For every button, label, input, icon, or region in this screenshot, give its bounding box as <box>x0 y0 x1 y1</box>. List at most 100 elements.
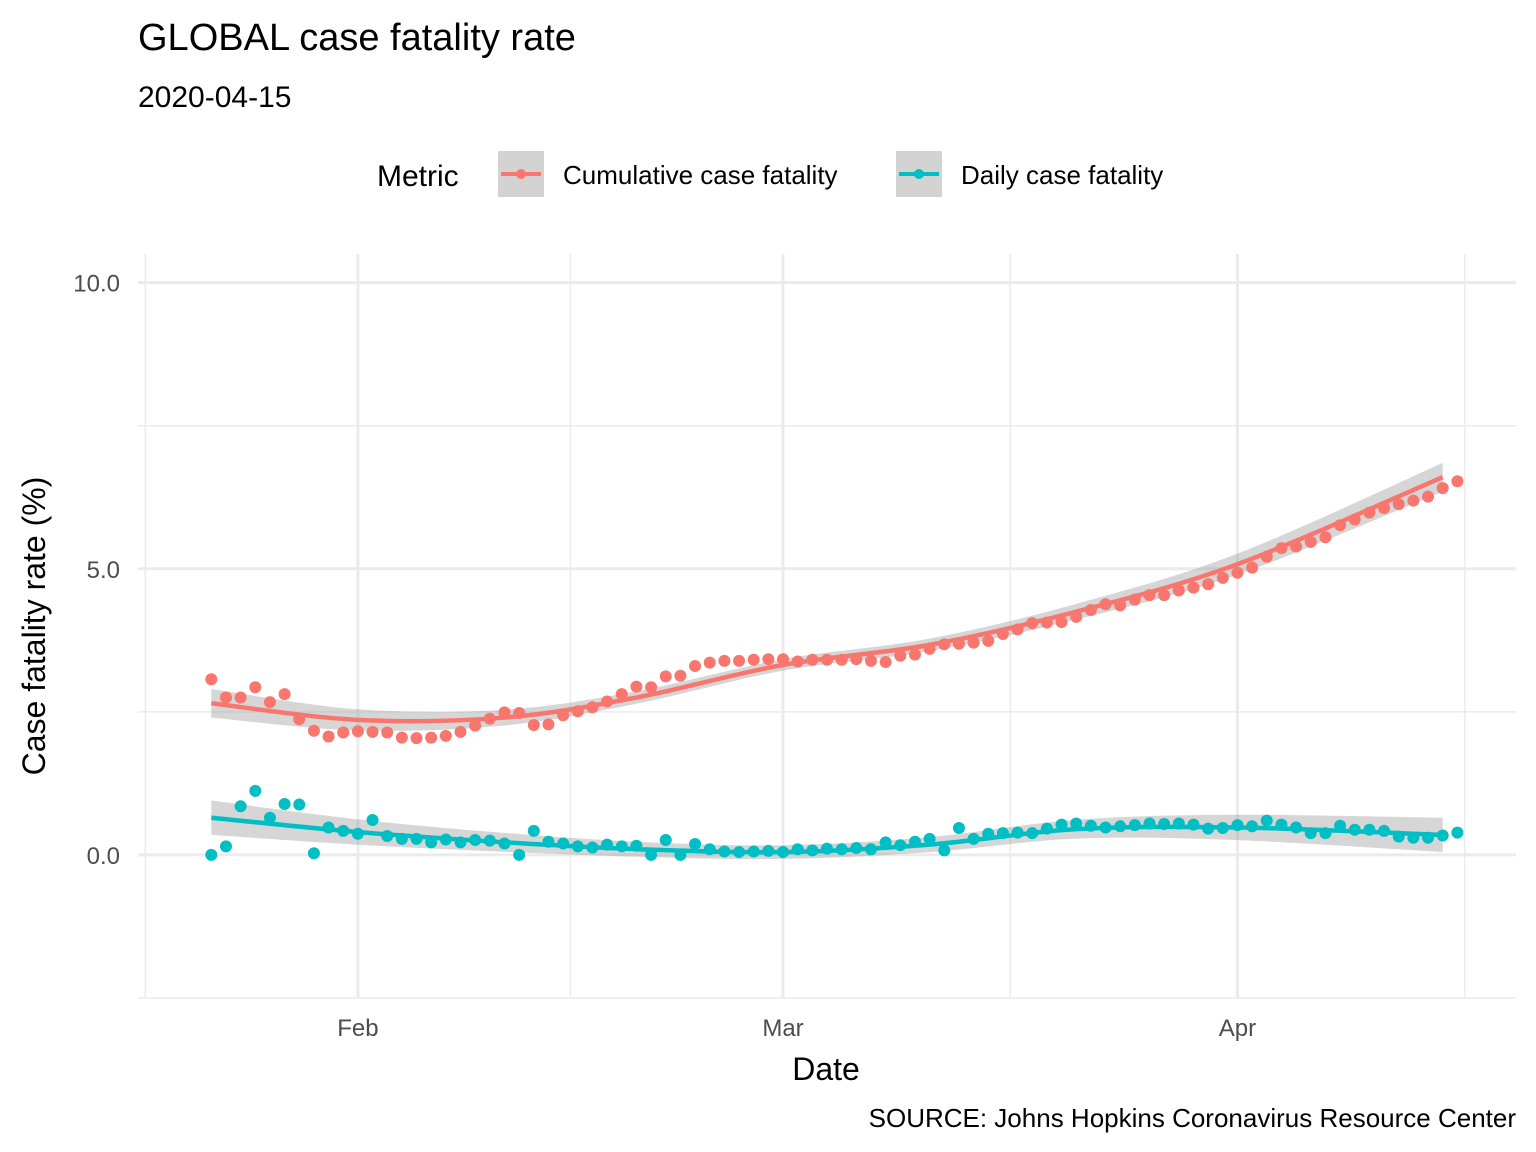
point-cumulative-73 <box>1275 542 1288 555</box>
point-cumulative-30 <box>645 681 658 694</box>
point-daily-81 <box>1392 830 1405 843</box>
point-daily-46 <box>879 836 892 849</box>
point-daily-28 <box>615 840 628 853</box>
legend-label-cumulative: Cumulative case fatality <box>563 160 838 190</box>
point-cumulative-47 <box>894 649 907 662</box>
point-daily-27 <box>601 838 614 851</box>
point-cumulative-77 <box>1334 519 1347 532</box>
point-cumulative-1 <box>219 691 232 704</box>
point-daily-40 <box>791 843 804 856</box>
point-daily-55 <box>1011 826 1024 839</box>
point-cumulative-78 <box>1348 513 1361 526</box>
point-cumulative-72 <box>1260 550 1273 563</box>
point-daily-61 <box>1099 821 1112 834</box>
point-cumulative-51 <box>952 637 965 650</box>
point-daily-13 <box>395 832 408 845</box>
point-daily-2 <box>234 800 247 813</box>
point-cumulative-19 <box>483 712 496 725</box>
point-cumulative-60 <box>1084 603 1097 616</box>
point-cumulative-32 <box>674 669 687 682</box>
point-daily-57 <box>1040 822 1053 835</box>
point-cumulative-31 <box>659 670 672 683</box>
point-daily-19 <box>483 834 496 847</box>
point-cumulative-37 <box>747 653 760 666</box>
point-cumulative-18 <box>469 719 482 732</box>
point-cumulative-33 <box>689 660 702 673</box>
confidence-band-0 <box>211 462 1443 731</box>
point-cumulative-40 <box>791 655 804 668</box>
point-daily-9 <box>337 824 350 837</box>
point-cumulative-49 <box>923 642 936 655</box>
point-daily-49 <box>923 832 936 845</box>
point-cumulative-2 <box>234 691 247 704</box>
legend-point-cumulative <box>516 169 526 179</box>
point-daily-84 <box>1436 829 1449 842</box>
point-daily-4 <box>263 811 276 824</box>
point-daily-50 <box>938 844 951 857</box>
point-cumulative-17 <box>454 725 467 738</box>
point-daily-26 <box>586 841 599 854</box>
point-cumulative-76 <box>1319 531 1332 544</box>
point-daily-37 <box>747 845 760 858</box>
data-points <box>205 475 1464 861</box>
point-cumulative-84 <box>1436 482 1449 495</box>
point-daily-39 <box>777 846 790 859</box>
point-daily-82 <box>1407 831 1420 844</box>
point-daily-11 <box>366 814 379 827</box>
point-cumulative-36 <box>733 654 746 667</box>
point-cumulative-66 <box>1172 584 1185 597</box>
point-cumulative-12 <box>381 726 394 739</box>
point-daily-3 <box>249 784 262 797</box>
point-daily-5 <box>278 797 291 810</box>
point-daily-21 <box>513 848 526 861</box>
point-daily-72 <box>1260 814 1273 827</box>
legend-item-cumulative: Cumulative case fatality <box>498 151 838 197</box>
point-daily-54 <box>996 827 1009 840</box>
point-cumulative-26 <box>586 701 599 714</box>
point-cumulative-25 <box>571 705 584 718</box>
point-daily-31 <box>659 834 672 847</box>
point-daily-42 <box>821 842 833 855</box>
point-daily-33 <box>689 838 702 851</box>
point-cumulative-50 <box>938 638 951 651</box>
point-cumulative-3 <box>249 681 262 694</box>
x-axis-title: Date <box>792 1051 860 1087</box>
legend-label-daily: Daily case fatality <box>961 160 1163 190</box>
point-daily-20 <box>498 837 511 850</box>
legend-point-daily <box>914 169 924 179</box>
point-daily-15 <box>425 836 438 849</box>
point-cumulative-83 <box>1422 490 1435 503</box>
point-cumulative-55 <box>1011 623 1024 636</box>
point-daily-8 <box>322 821 335 834</box>
point-daily-24 <box>557 837 570 850</box>
point-cumulative-58 <box>1055 615 1068 628</box>
point-cumulative-85 <box>1451 475 1464 488</box>
point-cumulative-56 <box>1026 617 1039 630</box>
x-tick-label-mar: Mar <box>762 1015 803 1042</box>
point-daily-47 <box>894 839 907 852</box>
legend-title: Metric <box>377 160 459 193</box>
point-cumulative-4 <box>263 696 276 709</box>
chart-title: GLOBAL case fatality rate <box>138 17 576 59</box>
point-daily-51 <box>952 822 965 835</box>
point-daily-85 <box>1451 826 1464 839</box>
point-cumulative-15 <box>425 731 438 744</box>
point-cumulative-41 <box>806 653 819 666</box>
point-daily-0 <box>205 848 218 861</box>
point-daily-53 <box>982 827 995 840</box>
point-cumulative-42 <box>821 653 833 666</box>
point-cumulative-67 <box>1187 581 1200 594</box>
point-cumulative-0 <box>205 673 218 686</box>
point-daily-14 <box>410 832 423 845</box>
point-daily-83 <box>1422 831 1435 844</box>
point-cumulative-63 <box>1128 593 1141 606</box>
x-axis-ticks: Feb Mar Apr <box>337 1015 1256 1042</box>
y-tick-label-2: 10.0 <box>73 271 120 298</box>
point-cumulative-13 <box>395 731 408 744</box>
point-cumulative-46 <box>879 656 892 669</box>
point-cumulative-54 <box>996 628 1009 641</box>
y-axis-title: Case fatality rate (%) <box>16 477 52 776</box>
point-daily-52 <box>967 832 980 845</box>
point-daily-64 <box>1143 817 1156 830</box>
point-cumulative-62 <box>1114 599 1127 612</box>
